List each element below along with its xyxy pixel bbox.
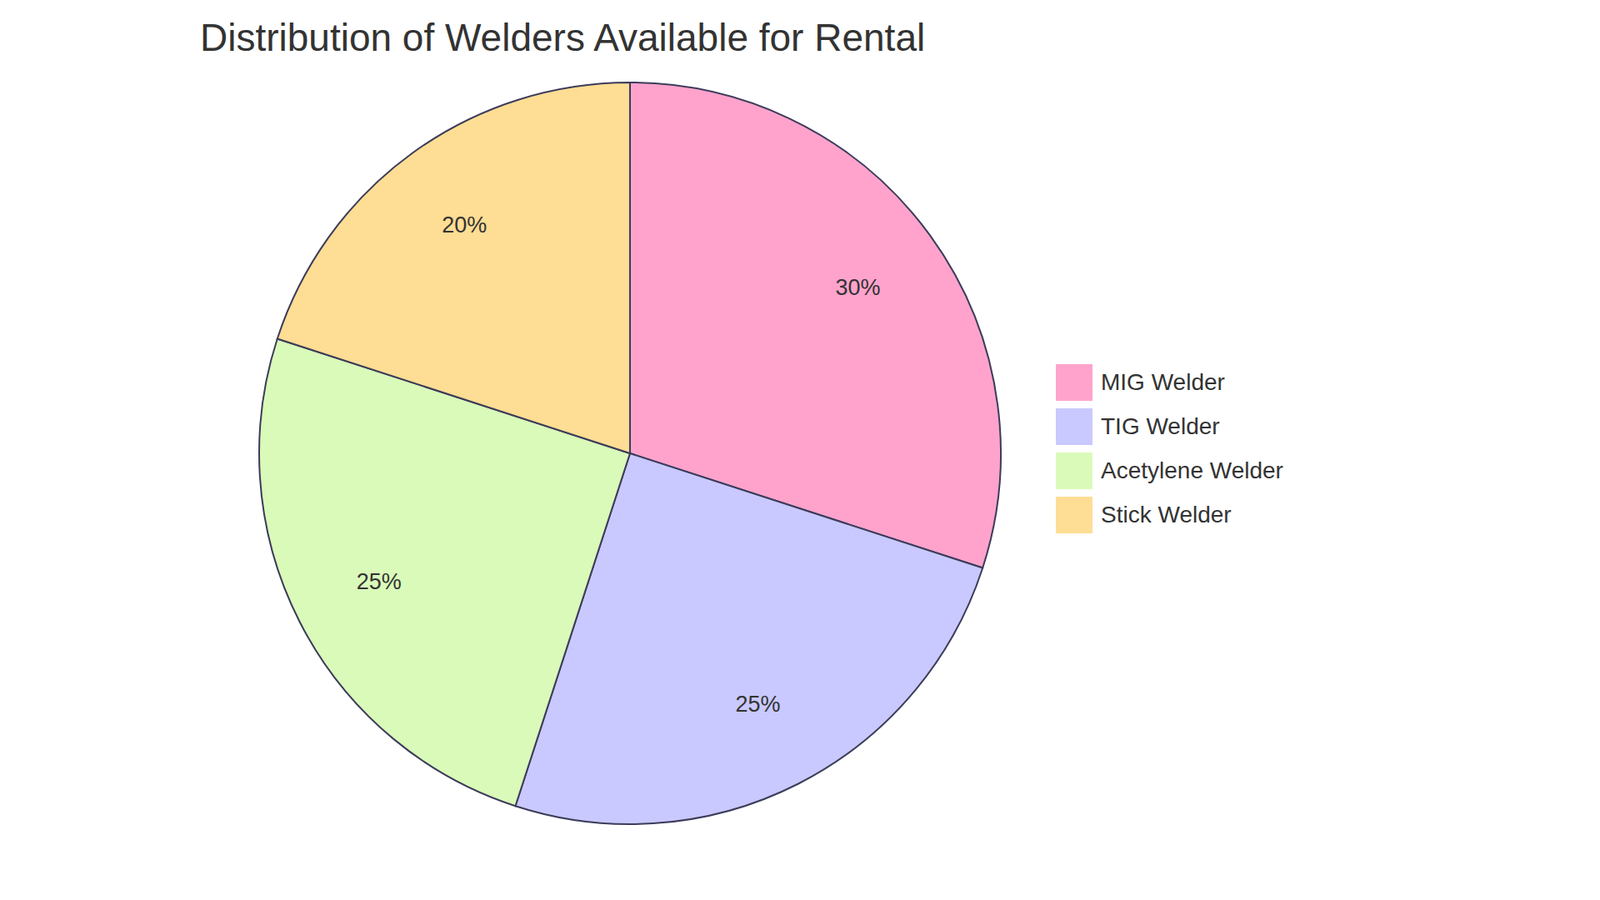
html-text:Acetylene Welder: Acetylene Welder [1100,457,1284,483]
html-text:Stick Welder: Stick Welder [1100,501,1232,528]
svg-text:30%: 30% [835,275,881,300]
html-text:MIG Welder: MIG Welder [1100,368,1225,395]
html-text:TIG Welder: TIG Welder [1100,412,1220,439]
svg-text:20%: 20% [441,212,487,238]
svg-text:25%: 25% [356,569,402,595]
html-text:Distribution of Welders Availa: Distribution of Welders Available for Re… [200,15,926,60]
svg-text:25%: 25% [735,691,781,717]
